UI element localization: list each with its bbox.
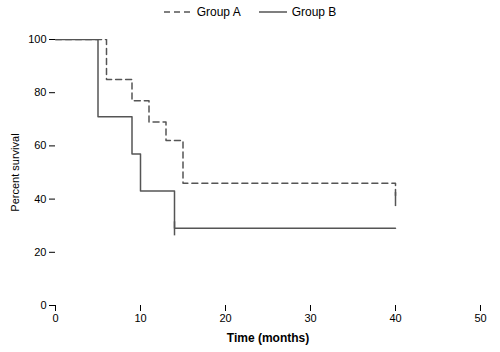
svg-text:0: 0 — [52, 312, 58, 324]
html-text:Group A: Group A — [196, 5, 241, 19]
svg-text:20: 20 — [219, 312, 231, 324]
svg-text:10: 10 — [134, 312, 146, 324]
svg-text:Time (months): Time (months) — [227, 331, 309, 345]
svg-text:40: 40 — [389, 312, 401, 324]
svg-text:0: 0 — [40, 299, 46, 311]
svg-text:30: 30 — [304, 312, 316, 324]
svg-text:50: 50 — [474, 312, 486, 324]
html-text:Group B: Group B — [291, 5, 337, 19]
svg-text:60: 60 — [34, 139, 46, 151]
svg-text:Percent survival: Percent survival — [9, 133, 21, 211]
svg-text:40: 40 — [34, 193, 46, 205]
svg-text:20: 20 — [34, 246, 46, 258]
svg-text:100: 100 — [28, 33, 46, 45]
svg-text:80: 80 — [34, 86, 46, 98]
